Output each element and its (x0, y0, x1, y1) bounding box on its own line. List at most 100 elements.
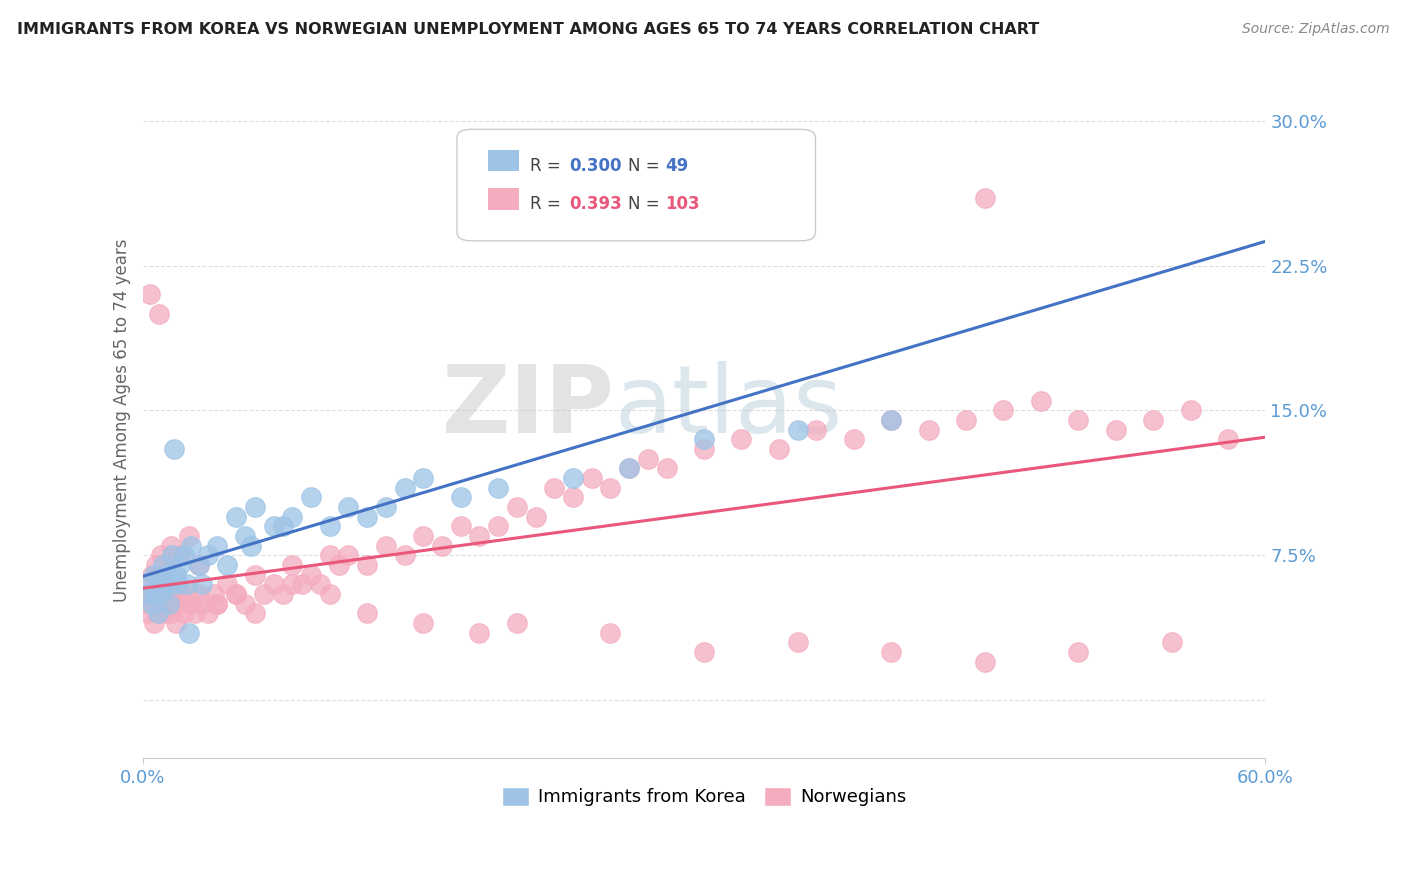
Point (468, 529, 491, 543)
Text: 103: 103 (665, 195, 700, 213)
Point (562, 471, 585, 485)
Point (157, 587, 180, 601)
Point (169, 549, 191, 563)
Point (225, 509, 247, 524)
Point (159, 539, 181, 553)
Point (150, 587, 173, 601)
Point (955, 413, 977, 427)
Point (145, 587, 167, 601)
Point (318, 587, 340, 601)
Point (328, 558, 350, 572)
Point (215, 558, 238, 572)
Point (150, 549, 173, 563)
Point (617, 461, 640, 475)
Point (243, 500, 266, 514)
Point (157, 597, 180, 611)
Point (142, 577, 165, 591)
Legend: Immigrants from Korea, Norwegians: Immigrants from Korea, Norwegians (495, 780, 914, 814)
Point (374, 500, 396, 514)
Text: ZIP: ZIP (441, 360, 614, 452)
Point (197, 549, 219, 563)
Point (162, 549, 184, 563)
Point (167, 577, 190, 591)
Point (309, 577, 332, 591)
Point (202, 587, 225, 601)
Text: IMMIGRANTS FROM KOREA VS NORWEGIAN UNEMPLOYMENT AMONG AGES 65 TO 74 YEARS CORREL: IMMIGRANTS FROM KOREA VS NORWEGIAN UNEMP… (17, 22, 1039, 37)
Point (243, 607, 266, 621)
Point (1105, 423, 1128, 437)
Point (450, 491, 472, 505)
Point (165, 567, 187, 582)
Point (468, 625, 491, 640)
Point (263, 519, 285, 533)
Point (263, 577, 285, 591)
Text: 0.300: 0.300 (569, 157, 621, 175)
Point (148, 577, 170, 591)
Point (917, 423, 939, 437)
Point (240, 539, 263, 553)
Point (235, 597, 257, 611)
Y-axis label: Unemployment Among Ages 65 to 74 years: Unemployment Among Ages 65 to 74 years (114, 238, 131, 602)
Point (842, 433, 865, 447)
Point (167, 587, 190, 601)
Point (973, 655, 995, 669)
Point (191, 597, 214, 611)
Point (139, 287, 162, 301)
Point (543, 481, 565, 495)
Point (225, 587, 247, 601)
Point (191, 577, 214, 591)
Text: N =: N = (628, 195, 665, 213)
Point (281, 558, 304, 572)
Point (153, 607, 176, 621)
Point (243, 567, 266, 582)
Text: R =: R = (530, 195, 567, 213)
Point (1067, 645, 1090, 659)
Point (1180, 403, 1202, 417)
Point (141, 597, 163, 611)
Point (165, 615, 187, 630)
Point (180, 539, 202, 553)
Point (207, 597, 229, 611)
Point (1142, 413, 1164, 427)
Point (180, 597, 202, 611)
Point (136, 607, 159, 621)
Point (142, 615, 165, 630)
Point (880, 413, 903, 427)
Point (153, 577, 176, 591)
Text: N =: N = (628, 157, 665, 175)
Point (150, 577, 173, 591)
Point (291, 577, 314, 591)
Point (197, 607, 219, 621)
Point (271, 519, 294, 533)
Point (139, 587, 162, 601)
Point (768, 442, 790, 456)
Point (176, 587, 198, 601)
Text: 0.393: 0.393 (569, 195, 623, 213)
Point (356, 509, 378, 524)
Point (506, 615, 529, 630)
Point (450, 519, 472, 533)
Point (337, 549, 360, 563)
Point (617, 461, 640, 475)
Point (486, 519, 509, 533)
Point (374, 539, 396, 553)
Point (973, 191, 995, 205)
Point (880, 645, 903, 659)
Point (693, 442, 716, 456)
Point (159, 607, 181, 621)
Point (486, 481, 509, 495)
Point (412, 615, 434, 630)
Point (599, 481, 621, 495)
Point (337, 500, 360, 514)
Point (281, 577, 304, 591)
Point (148, 307, 170, 321)
Point (225, 587, 247, 601)
Text: 49: 49 (665, 157, 689, 175)
Point (394, 549, 416, 563)
Point (506, 500, 529, 514)
Text: atlas: atlas (614, 360, 842, 452)
Point (356, 558, 378, 572)
Point (693, 645, 716, 659)
Point (141, 597, 163, 611)
Point (271, 587, 294, 601)
